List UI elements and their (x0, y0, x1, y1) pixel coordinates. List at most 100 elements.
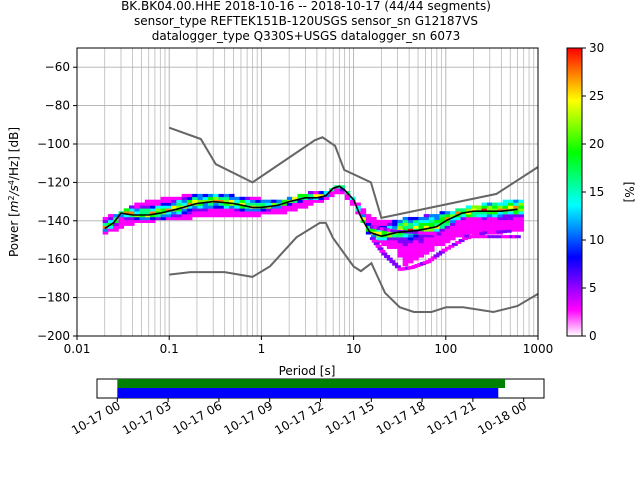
heatmap-cell (460, 219, 467, 224)
heatmap-cell (371, 216, 377, 221)
heatmap-cell (118, 225, 125, 229)
heatmap-cell (402, 248, 409, 252)
heatmap-cell (318, 196, 325, 200)
heatmap-cell (360, 216, 367, 221)
heatmap-cell (413, 222, 419, 226)
heatmap-cell (434, 240, 440, 244)
heatmap-cell (418, 237, 425, 241)
heatmap-cell (186, 208, 193, 212)
heatmap-cell (181, 199, 188, 203)
heatmap-outlier-cell (462, 237, 469, 241)
heatmap-cell (413, 242, 419, 247)
heatmap-cell (402, 263, 409, 267)
heatmap-cell (413, 248, 419, 252)
heatmap-cell (186, 214, 193, 218)
heatmap-cell (218, 202, 225, 206)
heatmap-cell (234, 214, 240, 218)
heatmap-cell (407, 251, 414, 255)
heatmap-outlier-cell (375, 244, 382, 248)
heatmap-cell (513, 216, 519, 221)
heatmap-cell (202, 199, 209, 203)
y-axis-label-part-4: /s (7, 185, 21, 196)
heatmap-cell (402, 219, 409, 224)
heatmap-cell (165, 202, 172, 206)
heatmap-cell (113, 222, 119, 226)
heatmap-cell (102, 231, 109, 235)
heatmap-cell (281, 208, 288, 212)
heatmap-cell (355, 202, 361, 206)
heatmap-cell (365, 214, 372, 218)
heatmap-cell (144, 216, 151, 221)
heatmap-cell (239, 208, 246, 212)
heatmap-cell (197, 202, 203, 206)
heatmap-cell (339, 191, 346, 195)
heatmap-cell (297, 193, 303, 198)
heatmap-cell (418, 225, 425, 229)
heatmap-cell (307, 202, 314, 206)
heatmap-cell (176, 214, 182, 218)
heatmap-cell (223, 199, 230, 203)
heatmap-cell (392, 237, 398, 241)
heatmap-cell (481, 211, 488, 215)
heatmap-cell (455, 211, 461, 215)
coverage-tick-label: 10-17 03 (120, 398, 174, 437)
heatmap-cell (150, 202, 156, 206)
heatmap-cell (292, 208, 298, 212)
heatmap-cell (123, 214, 130, 218)
heatmap-cell (344, 196, 351, 200)
heatmap-cell (118, 216, 125, 221)
heatmap-cell (507, 199, 514, 203)
heatmap-cell (407, 248, 414, 252)
heatmap-outlier-cell (475, 233, 482, 237)
heatmap-cell (418, 234, 425, 238)
heatmap-cell (455, 225, 461, 229)
heatmap-outlier-cell (389, 260, 396, 264)
heatmap-cell (328, 193, 335, 198)
heatmap-cell (302, 199, 309, 203)
heatmap-outlier-cell (436, 252, 443, 256)
heatmap-cell (413, 254, 419, 258)
heatmap-cell (250, 196, 256, 200)
heatmap-cell (465, 222, 472, 226)
heatmap-cell (134, 205, 140, 209)
heatmap-cell (423, 225, 430, 229)
coverage-tick-label: 10-17 18 (374, 398, 428, 437)
heatmap-cell (460, 208, 467, 212)
heatmap-cell (234, 208, 240, 212)
y-axis-label-part-3: 2 (7, 195, 16, 200)
heatmap-cell (418, 240, 425, 244)
heatmap-cell (134, 202, 140, 206)
heatmap-cell (286, 196, 293, 200)
heatmap-cell (476, 225, 482, 229)
heatmap-cell (518, 211, 525, 215)
heatmap-cell (229, 193, 235, 198)
colorbar-tick-label: 15 (589, 185, 604, 199)
heatmap-cell (418, 216, 425, 221)
heatmap-cell (460, 216, 467, 221)
heatmap-cell (518, 205, 525, 209)
heatmap-outlier-cell (433, 254, 440, 258)
heatmap-cell (181, 208, 188, 212)
heatmap-cell (276, 208, 282, 212)
heatmap-cell (413, 240, 419, 244)
heatmap-cell (418, 242, 425, 247)
coverage-tick-label: 10-17 12 (272, 398, 326, 437)
heatmap-cell (213, 202, 219, 206)
heatmap-cell (144, 211, 151, 215)
heatmap-cell (486, 214, 493, 218)
heatmap-cell (476, 216, 482, 221)
heatmap-outlier-cell (448, 244, 455, 248)
heatmap-outlier-cell (427, 232, 434, 235)
heatmap-cell (307, 199, 314, 203)
heatmap-cell (507, 214, 514, 218)
heatmap-cell (160, 205, 167, 209)
heatmap-cell (181, 193, 188, 198)
heatmap-cell (129, 216, 135, 221)
heatmap-outlier-cell (371, 239, 378, 243)
coverage-bar-data (117, 379, 506, 388)
heatmap-cell (244, 211, 251, 215)
heatmap-cell (402, 254, 409, 258)
heatmap-cell (118, 219, 125, 224)
heatmap-cell (502, 205, 509, 209)
heatmap-cell (402, 260, 409, 264)
